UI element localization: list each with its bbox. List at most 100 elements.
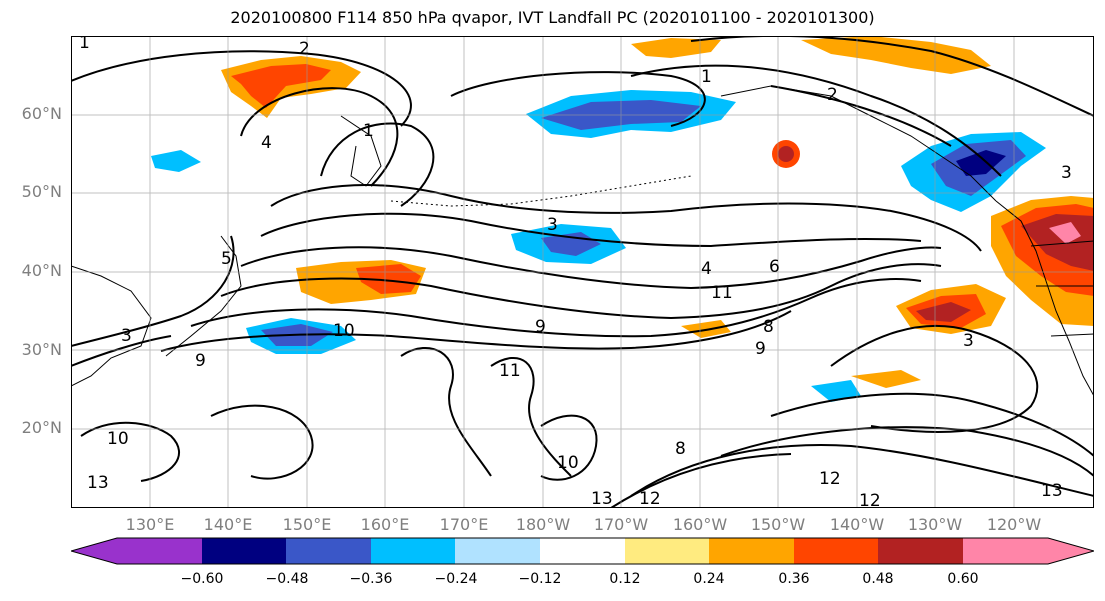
contour-line [770, 392, 1094, 457]
contour-line [160, 310, 792, 352]
negative-anomaly-gulf-center [956, 150, 1006, 176]
lon-label: 140°E [203, 515, 253, 534]
contour-line [630, 64, 1002, 177]
colorbar-segment [794, 538, 878, 564]
contour-line [690, 36, 1094, 117]
contour-label: 9 [195, 351, 206, 371]
contour-label: 1 [701, 67, 712, 87]
contour-line [71, 335, 172, 367]
negative-anomaly-east-pacific [811, 380, 861, 402]
coastline-kamchatka [340, 115, 382, 187]
colorbar-segment [709, 538, 794, 564]
lon-label: 170°E [439, 515, 489, 534]
colorbar-tick-label: −0.36 [349, 571, 393, 587]
contour-line [830, 324, 1039, 433]
contour-label: 11 [711, 283, 733, 303]
lon-label: 130°W [907, 515, 963, 534]
coastline-aleutians [390, 175, 692, 207]
colorbar-tick-label: −0.60 [180, 571, 224, 587]
colorbar-segment [878, 538, 963, 564]
qvapor-contours [71, 36, 1094, 508]
lat-label: 20°N [21, 418, 62, 437]
contour-label: 8 [763, 317, 774, 337]
colorbar-tick-label: 0.24 [693, 571, 725, 587]
contour-label: 5 [221, 249, 232, 269]
colorbar-tick-label: −0.24 [434, 571, 478, 587]
contour-line [240, 246, 942, 290]
colorbar-tick-label: 0.48 [862, 571, 894, 587]
map-panel: 1 2 4 1 2 1 3 4 6 9 10 11 9 8 9 11 10 12… [71, 36, 1094, 508]
coastline-north-america [995, 200, 1094, 397]
contour-label: 3 [121, 326, 132, 346]
colorbar-segment [455, 538, 540, 564]
colorbar-segment [625, 538, 709, 564]
contour-label: 9 [755, 339, 766, 359]
contour-line [260, 212, 922, 248]
colorbar-segment [963, 538, 1094, 564]
lat-label: 50°N [21, 182, 62, 201]
colorbar-outline [71, 537, 1094, 565]
positive-anomaly-kamchatka-core [778, 146, 794, 162]
state-borders [1030, 240, 1094, 337]
contour-line [540, 414, 598, 481]
contour-line [240, 87, 399, 187]
colorbar-tick-label: −0.12 [518, 571, 562, 587]
contour-label: 1 [79, 36, 90, 53]
lon-label: 150°E [282, 515, 332, 534]
contour-line [80, 421, 181, 482]
contour-label: 9 [535, 317, 546, 337]
lat-label: 30°N [21, 340, 62, 359]
colorbar-segment [202, 538, 286, 564]
coastline-asia [71, 265, 152, 387]
lon-label: 130°E [125, 515, 175, 534]
colorbar-tick-label: −0.48 [265, 571, 309, 587]
positive-anomaly-pacific-nw-peak [1049, 222, 1081, 244]
lon-label: 120°W [986, 515, 1042, 534]
lon-label: 180°W [515, 515, 571, 534]
colorbar [71, 537, 1094, 565]
colorbar-segment [371, 538, 455, 564]
colorbar-segment [286, 538, 371, 564]
contour-line [320, 122, 435, 207]
contour-label: 10 [107, 429, 129, 449]
negative-anomaly-west-pacific [151, 150, 201, 172]
moisture-anomaly-shading [151, 36, 1094, 402]
contour-line [190, 278, 922, 338]
colorbar-tick-label: 0.60 [947, 571, 979, 587]
map-title: 2020100800 F114 850 hPa qvapor, IVT Land… [230, 8, 875, 27]
contour-label: 6 [769, 257, 780, 277]
colorbar-segments [71, 538, 1094, 564]
colorbar-segment [540, 538, 625, 564]
contour-line [270, 184, 982, 252]
lon-label: 140°W [829, 515, 885, 534]
contour-label: 12 [639, 489, 661, 508]
contour-line [610, 453, 792, 508]
contour-line [770, 85, 952, 147]
contour-label: 4 [261, 133, 272, 153]
contour-line [71, 235, 235, 347]
graticule [71, 36, 1094, 508]
contour-label: 2 [299, 39, 310, 59]
contour-label: 12 [859, 491, 881, 508]
contour-line [720, 426, 1094, 477]
contour-labels: 1 2 4 1 2 1 3 4 6 9 10 11 9 8 9 11 10 12… [79, 36, 1072, 508]
lon-label: 160°W [672, 515, 728, 534]
contour-line [450, 71, 706, 127]
contour-label: 13 [591, 489, 613, 508]
positive-anomaly-arctic-east [801, 36, 991, 74]
contour-label: 4 [701, 259, 712, 279]
contour-label: 3 [963, 331, 974, 351]
contour-line [210, 404, 314, 480]
positive-anomaly-tropical [851, 370, 921, 388]
contour-label: 12 [819, 469, 841, 489]
contour-label: 1 [363, 121, 374, 141]
lat-label: 40°N [21, 261, 62, 280]
contour-line [220, 263, 942, 320]
positive-anomaly-arctic [631, 38, 721, 58]
positive-anomaly-offshore-center [916, 302, 971, 322]
contour-label: 13 [1041, 481, 1063, 501]
lat-label: 60°N [21, 104, 62, 123]
contour-label: 10 [557, 453, 579, 473]
colorbar-tick-label: 0.12 [609, 571, 641, 587]
contour-line [490, 356, 572, 477]
